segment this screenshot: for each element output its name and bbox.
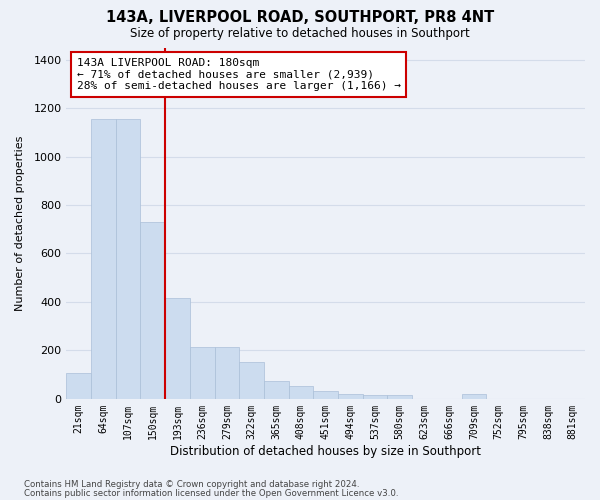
- Bar: [91, 119, 116, 399]
- Bar: [461, 394, 486, 399]
- Bar: [215, 346, 239, 399]
- X-axis label: Distribution of detached houses by size in Southport: Distribution of detached houses by size …: [170, 444, 481, 458]
- Bar: [239, 362, 264, 399]
- Bar: [313, 391, 338, 399]
- Text: 143A LIVERPOOL ROAD: 180sqm
← 71% of detached houses are smaller (2,939)
28% of : 143A LIVERPOOL ROAD: 180sqm ← 71% of det…: [77, 58, 401, 91]
- Text: 143A, LIVERPOOL ROAD, SOUTHPORT, PR8 4NT: 143A, LIVERPOOL ROAD, SOUTHPORT, PR8 4NT: [106, 10, 494, 25]
- Bar: [165, 298, 190, 399]
- Bar: [67, 374, 91, 399]
- Bar: [140, 222, 165, 399]
- Bar: [388, 395, 412, 399]
- Bar: [363, 395, 388, 399]
- Y-axis label: Number of detached properties: Number of detached properties: [15, 136, 25, 311]
- Bar: [289, 386, 313, 399]
- Bar: [116, 119, 140, 399]
- Bar: [338, 394, 363, 399]
- Text: Size of property relative to detached houses in Southport: Size of property relative to detached ho…: [130, 28, 470, 40]
- Bar: [264, 380, 289, 399]
- Text: Contains public sector information licensed under the Open Government Licence v3: Contains public sector information licen…: [24, 489, 398, 498]
- Bar: [190, 346, 215, 399]
- Text: Contains HM Land Registry data © Crown copyright and database right 2024.: Contains HM Land Registry data © Crown c…: [24, 480, 359, 489]
